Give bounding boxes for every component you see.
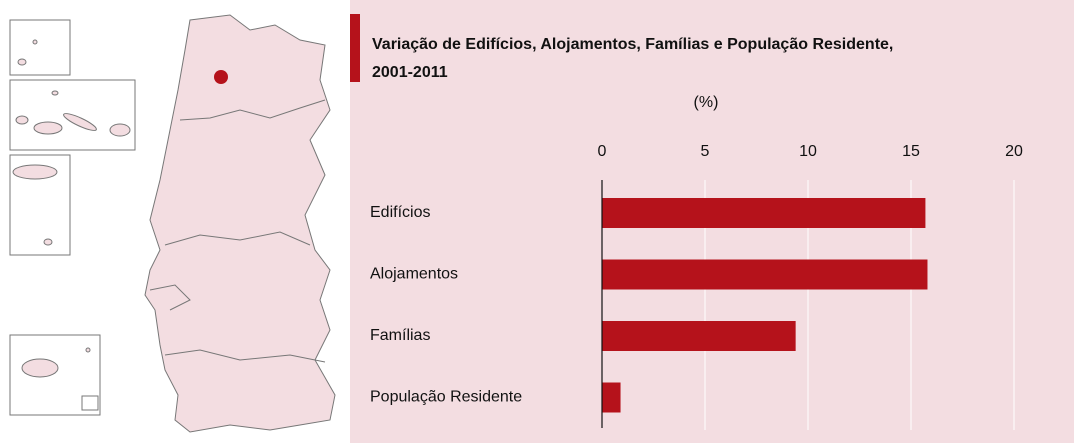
y-tick-label: Famílias [370,327,430,344]
bar [602,259,928,290]
region-border [179,99,326,121]
island [33,121,63,135]
chart-title: 2001-2011 [372,64,448,81]
x-tick-label: 0 [598,143,607,160]
inset-box [9,334,101,416]
island [63,113,97,131]
inset-box [9,79,136,151]
island [109,123,131,137]
x-tick-label: 10 [799,143,817,160]
title-accent [350,14,360,82]
x-tick-label: 15 [902,143,920,160]
island [51,90,59,96]
region-border [149,284,191,311]
location-dot [214,70,228,84]
chart-title: Variação de Edifícios, Alojamentos, Famí… [372,36,893,53]
inset-box [9,19,71,76]
island [12,164,58,180]
bar [602,198,926,228]
y-tick-label: Alojamentos [370,266,458,283]
inset-box [81,395,99,411]
island [17,58,27,66]
region-border [164,349,326,363]
inset-box [9,154,71,256]
bar [602,382,621,413]
x-tick-label: 20 [1005,143,1023,160]
island [32,39,38,45]
island [21,358,59,378]
axis-label: (%) [694,94,719,111]
y-tick-label: Edifícios [370,204,430,221]
island [85,347,91,353]
island [43,238,53,246]
y-tick-label: População Residente [370,389,522,406]
island [15,115,29,125]
region-border [164,231,311,246]
x-tick-label: 5 [701,143,710,160]
map [9,14,336,433]
mainland [144,14,336,433]
bar [602,321,796,351]
